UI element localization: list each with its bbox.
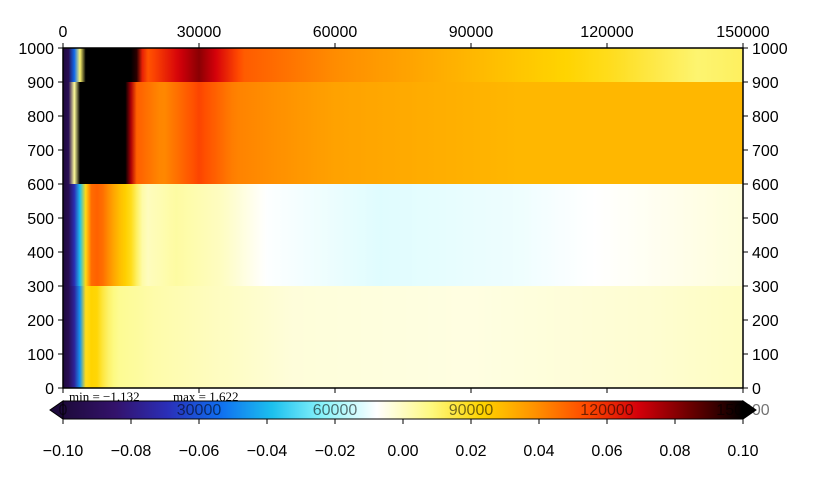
colorbar-over-triangle — [742, 400, 757, 420]
y-tick-label-right: 500 — [752, 211, 779, 228]
y-tick-label-left: 700 — [27, 143, 54, 160]
y-tick-label-left: 600 — [27, 177, 54, 194]
colorbar-tick-label: −0.08 — [111, 443, 152, 460]
colorbar-gradient — [62, 400, 744, 420]
y-tick-label-right: 800 — [752, 109, 779, 126]
x-tick-label-bottom: 120000 — [580, 402, 633, 419]
heatmap-layer-band — [63, 48, 743, 82]
y-tick-label-right: 0 — [752, 381, 761, 398]
y-tick-label-right: 600 — [752, 177, 779, 194]
colorbar-tick-label: 0.04 — [523, 443, 554, 460]
colorbar-tick-label: 0.00 — [387, 443, 418, 460]
y-tick-label-left: 200 — [27, 313, 54, 330]
colorbar: 0 30000 60000 90000 120000 150000 — [49, 400, 770, 420]
y-tick-label-right: 900 — [752, 75, 779, 92]
colorbar-ticks: −0.10 −0.08 −0.06 −0.04 −0.02 0.00 0.02 0.04 0.0… — [43, 419, 759, 460]
y-tick-label-left: 300 — [27, 279, 54, 296]
y-tick-label-right: 400 — [752, 245, 779, 262]
colorbar-tick-label: −0.06 — [179, 443, 220, 460]
colorbar-tick-label: 0.10 — [727, 443, 758, 460]
heatmap-layer-band — [63, 184, 743, 286]
max-stat-label: max = 1.622 — [173, 389, 238, 404]
axis-ticks: 0 30000 60000 90000 120000 150000 0 0 100 100 200 2… — [18, 24, 787, 398]
y-tick-label-right: 700 — [752, 143, 779, 160]
y-tick-label-right: 200 — [752, 313, 779, 330]
x-tick-label-bottom: 60000 — [313, 402, 358, 419]
colorbar-tick-label: −0.04 — [247, 443, 288, 460]
y-tick-label-left: 400 — [27, 245, 54, 262]
heatmap-layer-band — [63, 286, 743, 388]
x-tick-label-bottom: 30000 — [177, 402, 222, 419]
heatmap-layers — [63, 48, 743, 388]
x-tick-label-bottom: 0 — [59, 402, 68, 419]
x-tick-label: 90000 — [449, 24, 494, 41]
y-tick-label-right: 1000 — [752, 41, 788, 58]
x-tick-label: 30000 — [177, 24, 222, 41]
min-stat-label: min = −1.132 — [69, 389, 140, 404]
y-tick-label-left: 1000 — [18, 41, 54, 58]
colorbar-tick-label: 0.08 — [659, 443, 690, 460]
colorbar-tick-label: −0.10 — [43, 443, 84, 460]
heatmap-layer-band — [63, 82, 743, 184]
x-tick-label: 150000 — [716, 24, 769, 41]
x-tick-label: 60000 — [313, 24, 358, 41]
colorbar-tick-label: −0.02 — [315, 443, 356, 460]
x-tick-label: 0 — [59, 24, 68, 41]
y-tick-label-right: 300 — [752, 279, 779, 296]
colorbar-tick-label: 0.06 — [591, 443, 622, 460]
y-tick-label-right: 100 — [752, 347, 779, 364]
y-tick-label-left: 100 — [27, 347, 54, 364]
y-tick-label-left: 800 — [27, 109, 54, 126]
x-tick-label-bottom: 90000 — [449, 402, 494, 419]
y-tick-label-left: 0 — [45, 381, 54, 398]
y-tick-label-left: 500 — [27, 211, 54, 228]
colorbar-under-triangle — [49, 400, 64, 420]
colorbar-tick-label: 0.02 — [455, 443, 486, 460]
y-tick-label-left: 900 — [27, 75, 54, 92]
x-tick-label: 120000 — [580, 24, 633, 41]
x-tick-label-bottom: 150000 — [716, 402, 769, 419]
